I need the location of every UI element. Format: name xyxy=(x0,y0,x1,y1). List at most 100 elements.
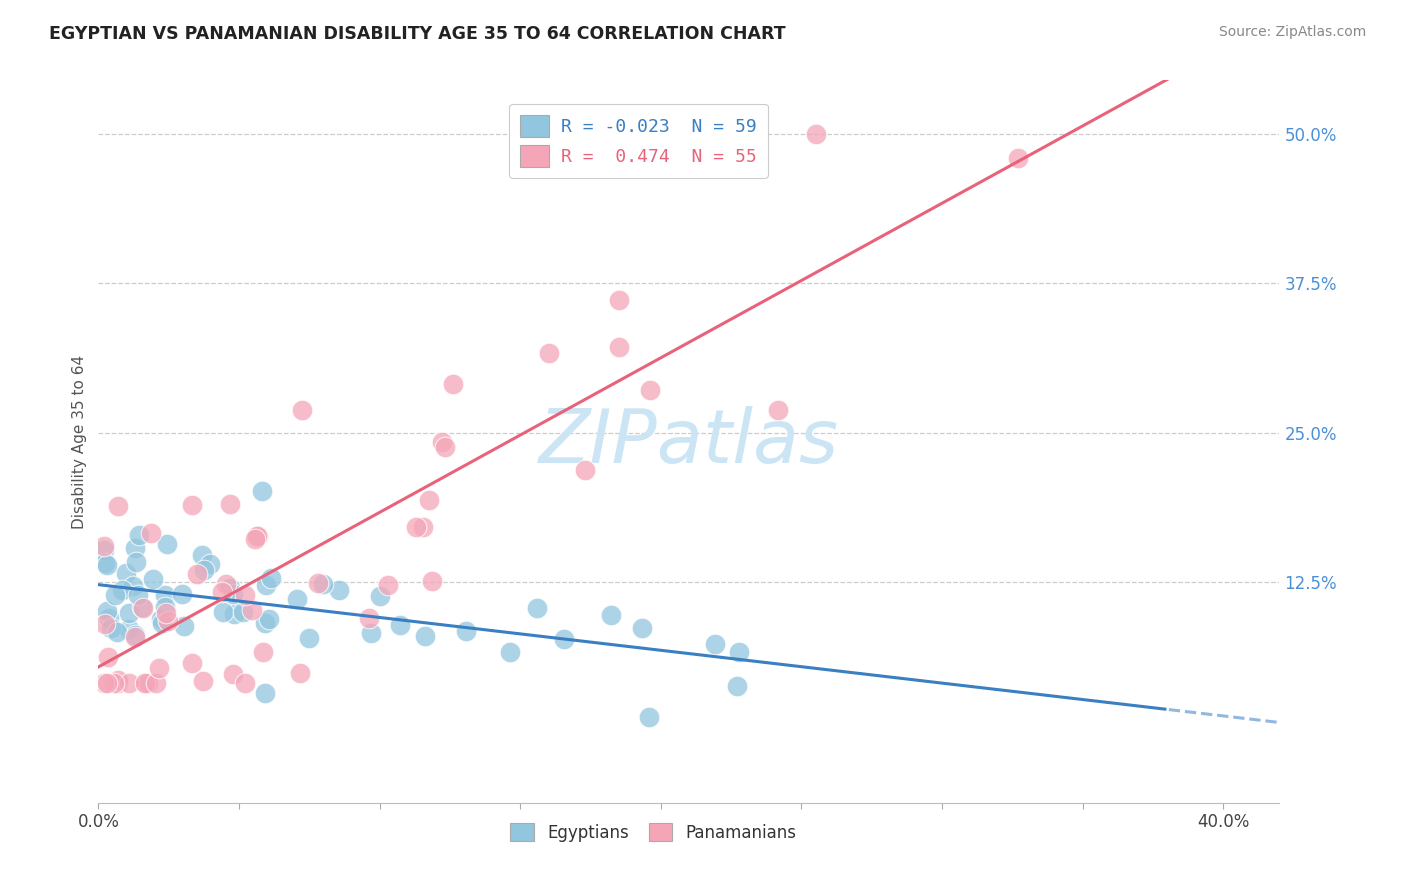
Point xyxy=(107,499,129,513)
Point xyxy=(454,624,477,638)
Point xyxy=(145,676,167,690)
Point xyxy=(96,676,118,690)
Point xyxy=(107,676,129,690)
Point xyxy=(260,571,283,585)
Point xyxy=(150,616,173,631)
Point xyxy=(136,676,159,690)
Point xyxy=(233,588,256,602)
Point xyxy=(93,676,115,690)
Point xyxy=(806,127,828,141)
Point xyxy=(307,575,329,590)
Point xyxy=(105,624,128,639)
Point xyxy=(118,676,141,690)
Point xyxy=(1007,151,1029,165)
Point xyxy=(93,539,115,553)
Point xyxy=(97,650,120,665)
Point xyxy=(420,574,443,588)
Point xyxy=(104,588,127,602)
Point xyxy=(368,589,391,603)
Point xyxy=(607,293,630,307)
Text: Source: ZipAtlas.com: Source: ZipAtlas.com xyxy=(1219,25,1367,39)
Point xyxy=(211,584,233,599)
Point xyxy=(96,558,118,573)
Point xyxy=(631,621,654,635)
Point xyxy=(245,528,267,542)
Point xyxy=(118,622,141,636)
Point xyxy=(285,592,308,607)
Point xyxy=(433,440,456,454)
Point xyxy=(298,631,321,645)
Point xyxy=(125,555,148,569)
Point xyxy=(526,600,548,615)
Point xyxy=(148,661,170,675)
Point xyxy=(219,497,242,511)
Point xyxy=(638,383,661,397)
Point xyxy=(224,607,246,621)
Point xyxy=(180,656,202,670)
Point xyxy=(93,617,115,632)
Point xyxy=(413,629,436,643)
Point xyxy=(725,679,748,693)
Point xyxy=(191,674,214,689)
Point xyxy=(574,463,596,477)
Point xyxy=(418,493,440,508)
Point xyxy=(328,583,350,598)
Point xyxy=(93,543,115,558)
Point xyxy=(727,645,749,659)
Point xyxy=(142,572,165,586)
Point xyxy=(259,612,281,626)
Point xyxy=(405,519,427,533)
Point xyxy=(291,403,314,417)
Point xyxy=(156,614,179,628)
Point xyxy=(141,525,163,540)
Point xyxy=(107,673,129,687)
Point xyxy=(94,556,117,570)
Point xyxy=(252,645,274,659)
Point xyxy=(246,529,269,543)
Point xyxy=(186,567,208,582)
Point xyxy=(312,577,335,591)
Point xyxy=(100,621,122,635)
Point xyxy=(553,632,575,647)
Point xyxy=(252,484,274,499)
Point xyxy=(377,578,399,592)
Point xyxy=(412,520,434,534)
Text: ZIPatlas: ZIPatlas xyxy=(538,406,839,477)
Point xyxy=(221,667,243,681)
Point xyxy=(233,676,256,690)
Legend: Egyptians, Panamanians: Egyptians, Panamanians xyxy=(503,817,803,848)
Point xyxy=(430,435,453,450)
Point xyxy=(703,637,725,651)
Point xyxy=(153,588,176,602)
Point xyxy=(441,376,464,391)
Point xyxy=(253,686,276,700)
Point xyxy=(115,566,138,581)
Point xyxy=(134,676,156,690)
Point xyxy=(153,600,176,615)
Point xyxy=(766,402,789,417)
Point xyxy=(124,631,146,645)
Point xyxy=(254,578,277,592)
Point xyxy=(127,588,149,602)
Point xyxy=(232,605,254,619)
Point xyxy=(173,619,195,633)
Point xyxy=(288,666,311,681)
Point xyxy=(155,606,177,620)
Point xyxy=(132,600,155,615)
Point xyxy=(170,587,193,601)
Point xyxy=(128,528,150,542)
Point xyxy=(212,606,235,620)
Point xyxy=(124,541,146,555)
Point xyxy=(180,498,202,512)
Point xyxy=(118,606,141,620)
Point xyxy=(96,604,118,618)
Text: EGYPTIAN VS PANAMANIAN DISABILITY AGE 35 TO 64 CORRELATION CHART: EGYPTIAN VS PANAMANIAN DISABILITY AGE 35… xyxy=(49,25,786,43)
Point xyxy=(240,603,263,617)
Point xyxy=(215,577,238,591)
Point xyxy=(360,626,382,640)
Point xyxy=(191,549,214,563)
Point xyxy=(389,617,412,632)
Point xyxy=(219,581,242,595)
Point xyxy=(150,612,173,626)
Point xyxy=(134,676,156,690)
